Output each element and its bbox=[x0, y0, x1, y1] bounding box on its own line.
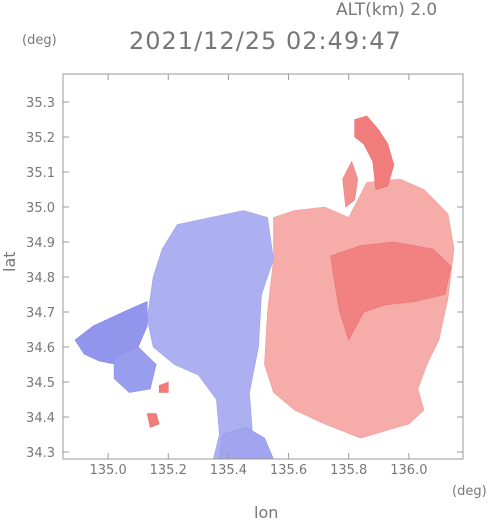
x-axis: 135.0 135.2 135.4 135.6 135.8 136.0 bbox=[90, 74, 427, 478]
y-tick-label: 34.4 bbox=[26, 411, 55, 426]
x-tick-label: 135.0 bbox=[90, 463, 127, 478]
y-tick-label: 34.3 bbox=[26, 446, 55, 461]
y-tick-label: 34.5 bbox=[26, 376, 55, 391]
region-red-spot-1 bbox=[146, 413, 160, 428]
region-blue-main bbox=[146, 210, 274, 459]
x-tick-label: 136.0 bbox=[390, 463, 427, 478]
region-red-north bbox=[354, 115, 395, 190]
x-unit-label: (deg) bbox=[452, 484, 487, 499]
x-tick-label: 135.6 bbox=[270, 463, 307, 478]
y-tick-label: 35.1 bbox=[26, 166, 55, 181]
region-blue-south bbox=[219, 427, 274, 459]
y-tick-label: 34.9 bbox=[26, 236, 55, 251]
y-unit-label: (deg) bbox=[22, 33, 57, 48]
velocity-field bbox=[74, 115, 455, 459]
timestamp-label: 2021/12/25 02:49:47 bbox=[129, 27, 402, 55]
region-red-north-arm bbox=[342, 160, 359, 208]
y-tick-label: 35.3 bbox=[26, 96, 55, 111]
region-red-core bbox=[330, 241, 452, 341]
plot-frame bbox=[62, 73, 464, 460]
y-tick-label: 35.2 bbox=[26, 131, 55, 146]
y-tick-label: 35.0 bbox=[26, 201, 55, 216]
x-axis-label: lon bbox=[254, 503, 279, 522]
region-blue-southwest bbox=[113, 346, 157, 393]
y-tick-label: 34.7 bbox=[26, 306, 55, 321]
x-tick-label: 135.8 bbox=[330, 463, 367, 478]
y-tick-label: 34.8 bbox=[26, 271, 55, 286]
region-blue-west bbox=[74, 301, 148, 365]
region-red-spot-2 bbox=[158, 381, 169, 393]
y-tick-label: 34.6 bbox=[26, 341, 55, 356]
y-axis: 34.3 34.4 34.5 34.6 34.7 34.8 34.9 35.0 35.1 35.2… bbox=[26, 96, 463, 461]
altitude-label: ALT(km) 2.0 bbox=[336, 0, 438, 20]
x-tick-label: 135.2 bbox=[150, 463, 187, 478]
x-tick-label: 135.4 bbox=[210, 463, 247, 478]
